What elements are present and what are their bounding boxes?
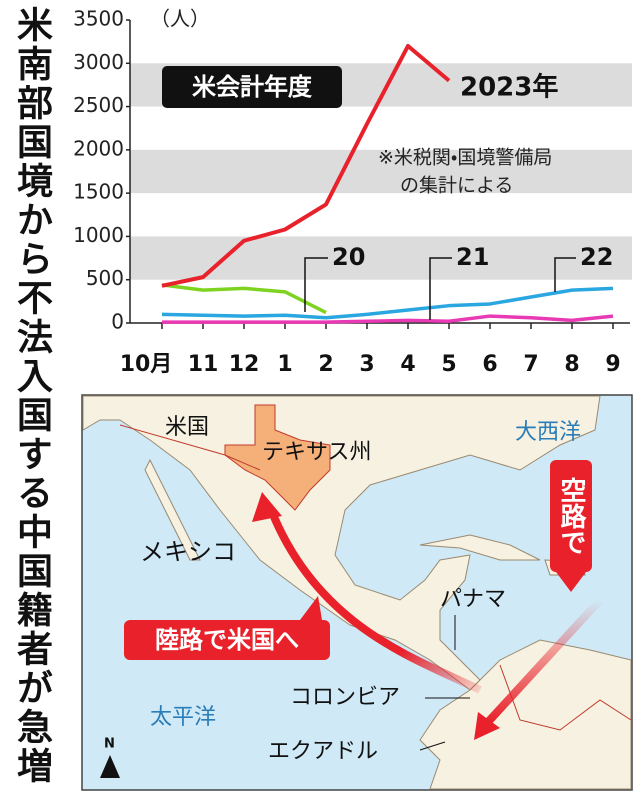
- x-tick-label: 12: [229, 352, 260, 377]
- x-tick-label: 9: [605, 352, 620, 377]
- route-label-box: [124, 620, 330, 660]
- air-route: [485, 597, 603, 725]
- border: [499, 664, 632, 731]
- leader: [304, 257, 328, 312]
- north-label: N: [104, 737, 115, 752]
- x-tick-label: 11: [188, 352, 219, 377]
- grid-band: [130, 236, 632, 280]
- leader: [554, 257, 576, 292]
- x-tick-label: 6: [482, 352, 497, 377]
- map-label: テキサス州: [262, 440, 372, 465]
- y-tick-label: 1000: [73, 223, 124, 247]
- texas: [224, 404, 331, 511]
- route-label: 陸路で米国へ: [155, 626, 299, 654]
- y-tick-label: 2500: [73, 93, 124, 117]
- note: の集計による: [400, 175, 513, 197]
- land: [82, 395, 601, 691]
- land-route: [268, 510, 482, 694]
- map-label: 大西洋: [515, 420, 581, 445]
- map-label: 米国: [165, 415, 209, 440]
- map-label: 太平洋: [150, 705, 216, 730]
- y-tick-label: 0: [111, 310, 124, 334]
- headline: 米南部国境から不法入国する中国籍者が急増: [11, 6, 52, 786]
- border: [119, 424, 261, 471]
- y-tick-label: 2000: [73, 136, 124, 160]
- unit-label: （人）: [150, 7, 210, 31]
- map-label: メキシコ: [140, 538, 236, 566]
- x-tick-label: 8: [564, 352, 579, 377]
- x-tick-label: 10月: [120, 352, 173, 377]
- land: [144, 458, 201, 561]
- pointer: [556, 572, 586, 592]
- arrowhead: [474, 712, 500, 740]
- badge: 米会計年度: [192, 73, 312, 101]
- x-tick-label: 4: [400, 352, 415, 377]
- series-label: 22: [580, 243, 613, 271]
- y-tick-label: 3500: [73, 7, 124, 31]
- north-arrow: [100, 755, 120, 778]
- y-tick-label: 500: [86, 266, 124, 290]
- land: [419, 639, 632, 790]
- series-line: [161, 43, 451, 288]
- series-line: [162, 314, 614, 324]
- x-tick-label: 7: [523, 352, 538, 377]
- y-tick-label: 3000: [73, 50, 124, 74]
- series-line: [161, 283, 327, 315]
- map-label: エクアドル: [268, 739, 378, 764]
- map-label: パナマ: [440, 587, 506, 612]
- land: [419, 534, 541, 561]
- route-label-box: [550, 460, 592, 572]
- series-label: 21: [456, 243, 489, 271]
- series-label: 20: [332, 243, 365, 271]
- grid-band: [130, 149, 632, 194]
- route-label: 空路で: [556, 477, 586, 555]
- arrowhead: [252, 492, 282, 522]
- x-tick-label: 3: [359, 352, 374, 377]
- x-tick-label: 5: [441, 352, 456, 377]
- leader: [419, 741, 446, 751]
- y-tick-label: 1500: [73, 180, 124, 204]
- note: ※米税関・国境警備局: [378, 147, 552, 169]
- badge-box: [162, 66, 342, 108]
- x-tick-label: 2: [318, 352, 333, 377]
- x-tick-label: 1: [277, 352, 292, 377]
- pointer: [300, 596, 322, 620]
- series-line: [161, 286, 614, 320]
- map-label: コロンビア: [290, 685, 400, 710]
- leader: [429, 257, 452, 320]
- series-label: 2023年: [460, 72, 558, 103]
